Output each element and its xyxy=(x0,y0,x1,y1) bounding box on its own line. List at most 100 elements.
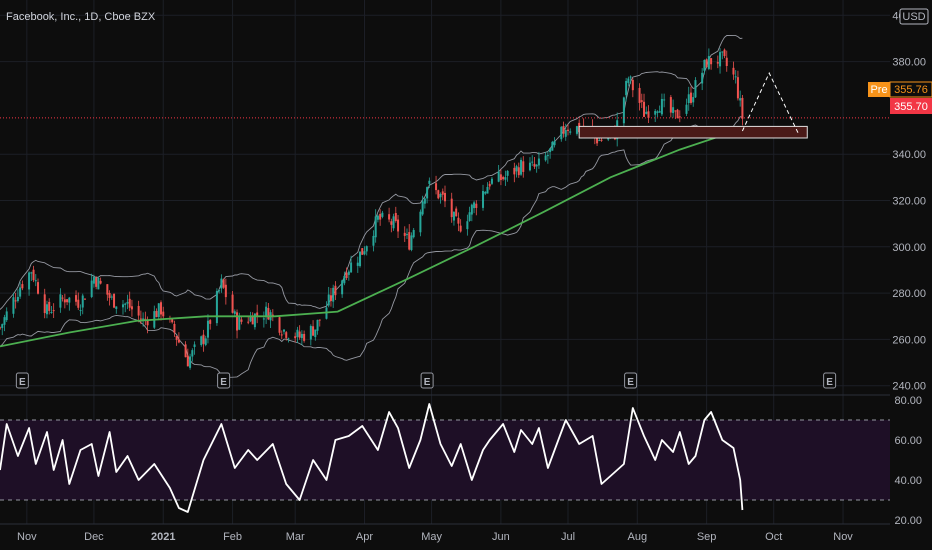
candle xyxy=(115,306,118,314)
bollinger-bands xyxy=(0,35,743,378)
candle xyxy=(723,48,726,59)
candle xyxy=(638,83,641,111)
candle xyxy=(566,124,569,136)
candle xyxy=(318,319,321,327)
candle xyxy=(356,256,359,273)
candle xyxy=(204,335,207,347)
candle xyxy=(660,93,663,116)
candle xyxy=(280,330,283,340)
candle xyxy=(419,209,422,237)
bollinger-lower xyxy=(0,116,743,378)
candle xyxy=(130,299,133,317)
earnings-marker[interactable]: E xyxy=(420,372,434,389)
rsi-band xyxy=(0,420,890,500)
last-price-tag-bg xyxy=(890,98,932,114)
candle xyxy=(437,189,440,200)
time-tick-label: Dec xyxy=(84,531,104,543)
candle xyxy=(466,214,469,236)
premarket-tag[interactable]: Pre 355.76 xyxy=(868,81,932,98)
time-axis[interactable]: Nov Dec 2021 Feb Mar Apr May Jun Jul Aug Sep Oct Nov xyxy=(0,523,890,543)
candle xyxy=(622,96,625,131)
candle xyxy=(110,294,113,300)
candle xyxy=(553,137,556,148)
price-tick-label: 380.00 xyxy=(892,57,926,69)
candle xyxy=(218,289,221,294)
candle xyxy=(443,185,447,208)
candle xyxy=(206,314,209,344)
candle xyxy=(186,348,189,367)
candle xyxy=(81,293,84,315)
candle xyxy=(68,296,71,311)
earnings-marker[interactable]: E xyxy=(624,372,638,389)
candle xyxy=(423,197,426,209)
candle xyxy=(701,68,704,91)
currency-text: USD xyxy=(902,11,925,23)
candle xyxy=(175,335,178,346)
rsi-tick-label: 60.00 xyxy=(894,435,922,447)
candle xyxy=(645,106,648,115)
candle xyxy=(629,75,632,84)
candle xyxy=(725,50,728,72)
earnings-marker[interactable]: E xyxy=(15,372,29,389)
price-tick-label: 260.00 xyxy=(892,334,926,346)
candle xyxy=(99,277,102,285)
rsi-axis[interactable]: 20.00 40.00 60.00 80.00 xyxy=(894,395,922,527)
candle xyxy=(560,126,563,142)
candlestick-series xyxy=(0,48,744,370)
earnings-marker-label: E xyxy=(424,377,431,388)
candle xyxy=(265,302,268,325)
candle xyxy=(452,211,455,226)
candle xyxy=(32,265,35,283)
candle xyxy=(739,90,742,107)
candle xyxy=(533,157,536,170)
time-tick-label: Feb xyxy=(223,531,242,543)
time-tick-label: 2021 xyxy=(151,531,175,543)
support-zone[interactable] xyxy=(578,125,808,139)
candle xyxy=(124,302,127,313)
rsi-line xyxy=(0,403,744,513)
candle xyxy=(707,48,710,71)
candle xyxy=(215,288,218,326)
earnings-marker-label: E xyxy=(627,377,634,388)
candle xyxy=(676,108,679,119)
candle xyxy=(95,276,98,290)
candle xyxy=(224,278,227,305)
projection-line[interactable] xyxy=(741,71,799,134)
candle xyxy=(410,232,413,252)
candle xyxy=(21,280,24,291)
candle xyxy=(678,110,681,123)
candle xyxy=(692,92,695,107)
candle xyxy=(687,86,690,111)
earnings-marker[interactable]: E xyxy=(823,372,837,389)
candle xyxy=(450,192,453,223)
rsi-panel[interactable] xyxy=(0,403,890,513)
earnings-marker[interactable]: E xyxy=(217,372,231,389)
candle xyxy=(528,157,531,172)
candle xyxy=(515,164,518,178)
moving-average-line xyxy=(0,127,743,348)
candle xyxy=(412,228,415,239)
candle xyxy=(372,230,375,252)
candle xyxy=(506,170,509,182)
candle xyxy=(663,93,666,108)
candle xyxy=(75,290,78,306)
candle xyxy=(332,284,335,308)
candle xyxy=(106,284,109,301)
premarket-tag-value-bg xyxy=(889,81,932,98)
time-tick-label: Oct xyxy=(765,531,782,543)
currency-label: USD xyxy=(899,8,929,25)
candle xyxy=(63,293,66,309)
time-tick-label: Nov xyxy=(833,531,853,543)
candle xyxy=(48,298,51,315)
candle xyxy=(388,207,391,223)
candle xyxy=(0,326,2,330)
time-tick-label: Sep xyxy=(697,531,717,543)
price-axis[interactable]: 240.00 260.00 280.00 300.00 320.00 340.00 380.… xyxy=(892,10,926,392)
candle xyxy=(522,156,525,178)
candle xyxy=(513,162,516,183)
last-price-tag[interactable]: 355.70 xyxy=(890,98,932,114)
candle xyxy=(397,215,400,239)
